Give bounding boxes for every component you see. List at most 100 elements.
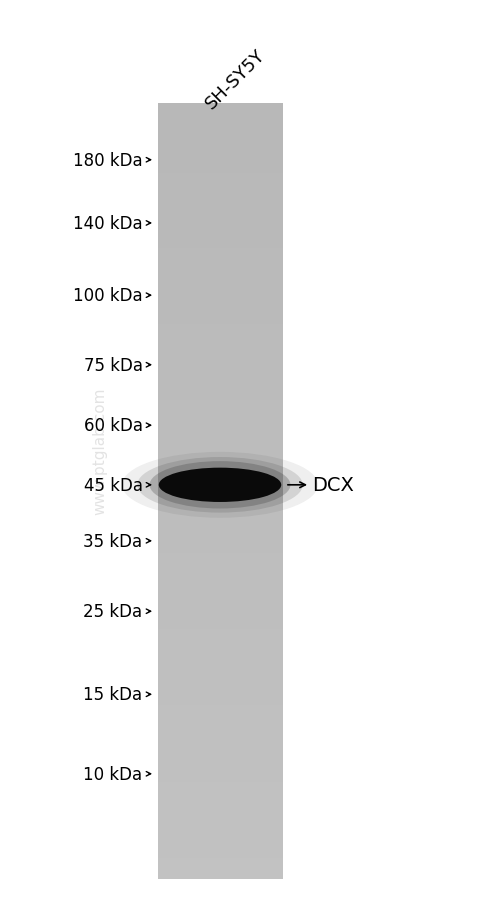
Bar [158,276,282,278]
Bar [158,117,282,119]
Bar [158,377,282,379]
Bar [158,309,282,311]
Bar [158,564,282,566]
Bar [158,465,282,466]
Bar [158,662,282,664]
Bar [158,546,282,548]
Bar [158,721,282,723]
Bar [158,862,282,864]
Bar [158,335,282,336]
Bar [158,381,282,383]
Bar [158,777,282,778]
Bar [158,657,282,658]
Bar [158,189,282,191]
Text: DCX: DCX [312,475,354,495]
Bar [158,866,282,868]
Bar [158,782,282,785]
Bar [158,230,282,232]
Bar [158,269,282,271]
Bar [158,476,282,478]
Bar [158,775,282,777]
Bar [158,350,282,352]
Bar [158,395,282,397]
Bar [158,549,282,552]
Bar [158,817,282,819]
Bar [158,616,282,618]
Bar [158,207,282,208]
Bar [158,235,282,237]
Bar [158,274,282,276]
Bar [158,557,282,559]
Bar [158,296,282,298]
Bar [158,121,282,123]
Bar [158,387,282,389]
Bar [158,294,282,296]
Bar [158,114,282,115]
Bar [158,286,282,288]
Bar [158,604,282,606]
Bar [158,705,282,707]
Text: 100 kDa: 100 kDa [73,287,142,305]
Bar [158,709,282,711]
Bar [158,773,282,775]
Bar [158,566,282,567]
Bar [158,527,282,529]
Bar [158,635,282,637]
Bar [158,815,282,817]
Bar [158,594,282,596]
Bar [158,282,282,284]
Bar [158,338,282,340]
Bar [158,158,282,160]
Bar [158,419,282,422]
Bar [158,257,282,259]
Bar [158,738,282,740]
Bar [158,187,282,189]
Bar [158,443,282,445]
Bar [158,216,282,218]
Bar [158,633,282,635]
Bar [158,370,282,372]
Bar [158,852,282,854]
Bar [158,331,282,333]
Bar [158,404,282,406]
Bar [158,630,282,631]
Bar [158,301,282,303]
Bar [158,468,282,470]
Bar [158,868,282,870]
Bar [158,846,282,849]
Bar [158,156,282,158]
Bar [158,652,282,655]
Bar [158,505,282,507]
Bar [158,379,282,381]
Bar [158,513,282,515]
Bar [158,409,282,410]
Bar [158,606,282,608]
Bar [158,573,282,575]
Bar [158,141,282,143]
Bar [158,109,282,112]
Bar [158,360,282,362]
Bar [158,176,282,178]
Bar [158,525,282,527]
Ellipse shape [159,468,281,502]
Bar [158,133,282,134]
Bar [158,242,282,244]
Bar [158,571,282,573]
Bar [158,288,282,290]
Bar [158,164,282,166]
Bar [158,591,282,593]
Bar [158,833,282,835]
Bar [158,281,282,282]
Bar [158,814,282,815]
Bar [158,245,282,247]
Bar [158,451,282,453]
Bar [158,143,282,144]
Bar [158,534,282,536]
Bar [158,210,282,212]
Bar [158,641,282,643]
Bar [158,463,282,465]
Bar [158,567,282,569]
Bar [158,575,282,577]
Bar [158,849,282,851]
Bar [158,807,282,810]
